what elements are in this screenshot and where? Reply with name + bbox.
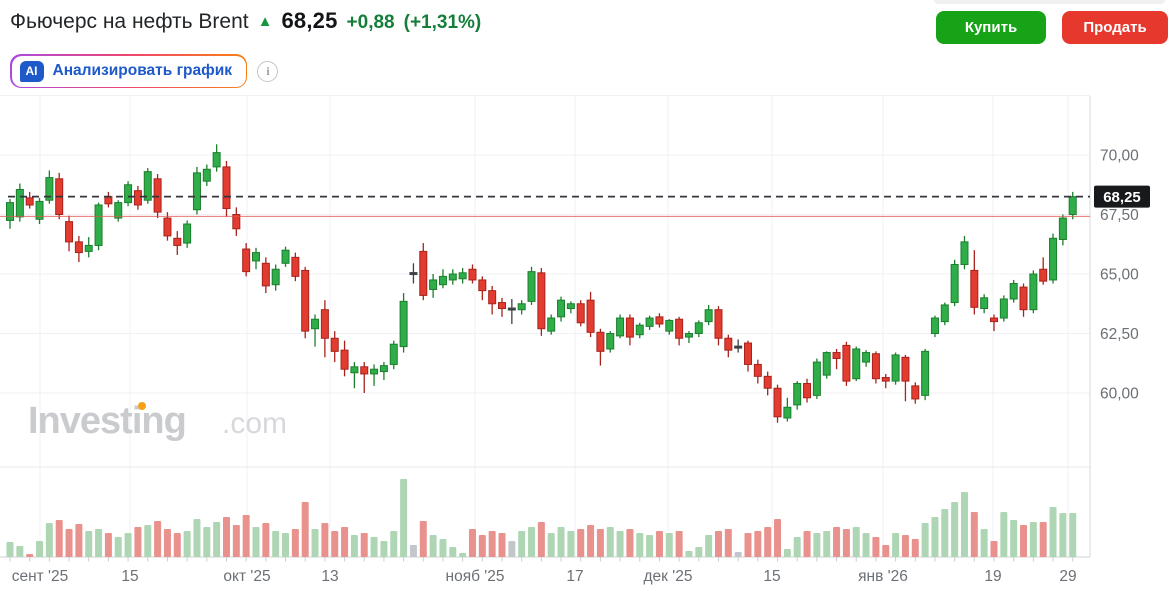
- svg-text:нояб '25: нояб '25: [446, 568, 505, 585]
- svg-text:Investing: Investing: [28, 400, 186, 442]
- price-change: +0,88: [346, 12, 395, 33]
- svg-text:68,25: 68,25: [1103, 189, 1141, 206]
- buy-button[interactable]: Купить: [936, 11, 1046, 44]
- last-price: 68,25: [281, 8, 338, 33]
- price-volume-chart[interactable]: Investing .com 70,00 67,50 65,00 62,50 60,00 68…: [0, 92, 1173, 596]
- investing-watermark: Investing .com: [28, 400, 287, 442]
- ai-badge-icon: AI: [19, 60, 44, 82]
- price-up-arrow-icon: ▲: [257, 13, 273, 30]
- svg-text:65,00: 65,00: [1100, 267, 1139, 284]
- svg-text:окт '25: окт '25: [223, 568, 270, 585]
- x-axis-ticks: [9, 557, 1074, 562]
- svg-text:15: 15: [763, 568, 780, 585]
- volume-bars: [6, 479, 1077, 557]
- svg-text:дек '25: дек '25: [644, 568, 693, 585]
- x-axis-labels: сент '25 15 окт '25 13 нояб '25 17 дек '25 15 ян…: [12, 568, 1077, 585]
- svg-text:62,50: 62,50: [1100, 326, 1139, 343]
- price-change-percent: (+1,31%): [403, 12, 482, 33]
- y-axis-labels: 70,00 67,50 65,00 62,50 60,00: [1100, 148, 1139, 403]
- svg-text:сент '25: сент '25: [12, 568, 69, 585]
- svg-text:19: 19: [984, 568, 1001, 585]
- ai-analyze-button[interactable]: AI Анализировать график: [10, 54, 248, 88]
- last-price-axis-label: 68,25: [1094, 185, 1150, 208]
- svg-text:70,00: 70,00: [1100, 148, 1139, 165]
- ai-toolbar: AI Анализировать график i: [10, 54, 279, 88]
- cropped-top-element: [933, 0, 1166, 4]
- svg-text:янв '26: янв '26: [858, 568, 908, 585]
- candles: [6, 144, 1077, 423]
- sell-button[interactable]: Продать: [1062, 11, 1168, 44]
- chart-container: Investing .com 70,00 67,50 65,00 62,50 60,00 68…: [0, 92, 1173, 596]
- svg-text:.com: .com: [222, 407, 287, 440]
- svg-text:29: 29: [1059, 568, 1076, 585]
- svg-text:17: 17: [566, 568, 583, 585]
- chart-frame: [0, 96, 1091, 558]
- svg-text:67,50: 67,50: [1100, 207, 1139, 224]
- instrument-header: Фьючерс на нефть Brent ▲ 68,25 +0,88 (+1…: [0, 0, 1173, 48]
- ai-analyze-label: Анализировать график: [52, 62, 232, 79]
- instrument-title: Фьючерс на нефть Brent: [10, 10, 249, 33]
- svg-text:13: 13: [321, 568, 338, 585]
- svg-text:15: 15: [121, 568, 138, 585]
- info-icon[interactable]: i: [257, 60, 279, 82]
- svg-text:60,00: 60,00: [1100, 386, 1139, 403]
